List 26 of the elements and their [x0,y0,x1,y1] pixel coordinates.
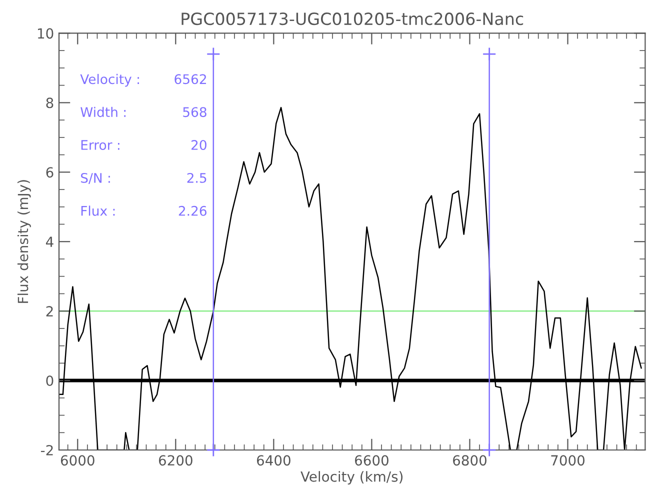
x-tick-label: 7000 [551,455,584,466]
annotation: Width : [80,106,126,118]
chart-title: PGC0057173-UGC010205-tmc2006-Nanc [182,12,524,26]
y-tick-label: 10 [38,28,54,39]
annotation: 6562 [174,74,206,84]
y-tick-label: 0 [46,376,54,386]
x-tick-label: 6800 [453,455,486,466]
y-tick-label: 6 [46,167,54,178]
y-tick-label: 2 [46,306,53,316]
annotation: Velocity : [80,74,139,87]
annotation: 20 [191,140,206,150]
x-tick-label: 6600 [355,455,388,466]
x-axis-title: Velocity (km/s) [300,471,403,485]
y-axis-title: Flux density (mJy) [17,180,31,303]
annotation: S/N : [80,172,110,184]
annotation: Error : [81,140,120,150]
x-tick-label: 6200 [158,455,192,466]
annotation: 568 [183,107,206,118]
annotation: Flux : [81,206,115,216]
y-tick-label: 4 [46,236,54,247]
annotation: 2.5 [187,172,206,183]
annotation: 2.26 [178,206,206,216]
y-tick-label: 8 [46,98,54,108]
x-tick-label: 6000 [60,455,94,466]
y-tick-label: -2 [40,444,53,456]
x-tick-label: 6400 [256,455,290,466]
